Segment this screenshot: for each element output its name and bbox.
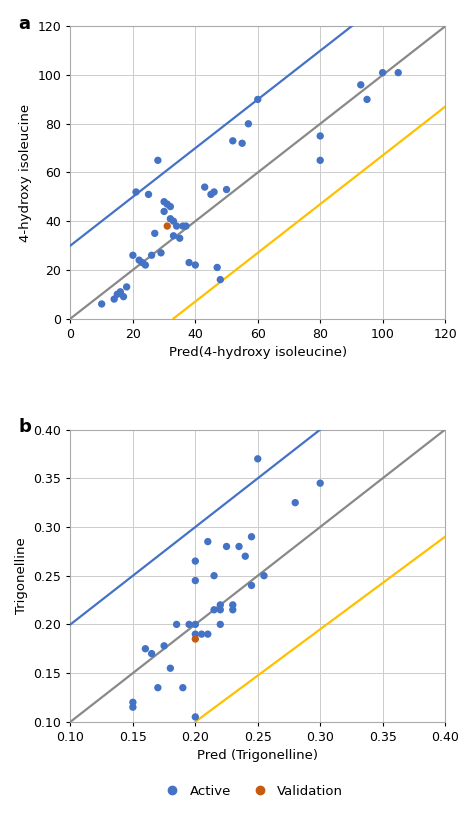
- Point: [138, 256, 146, 269]
- Point: [254, 453, 262, 466]
- Point: [164, 220, 171, 233]
- Point: [170, 215, 177, 228]
- Point: [117, 285, 124, 298]
- X-axis label: Pred (Trigonelline): Pred (Trigonelline): [197, 750, 318, 763]
- Point: [170, 230, 177, 243]
- Point: [129, 696, 137, 709]
- Y-axis label: 4-hydroxy isoleucine: 4-hydroxy isoleucine: [19, 103, 32, 242]
- Point: [210, 569, 218, 582]
- Text: a: a: [18, 15, 30, 33]
- Point: [207, 188, 215, 201]
- Point: [98, 297, 106, 310]
- Point: [120, 290, 128, 303]
- Point: [142, 259, 149, 272]
- Point: [132, 186, 140, 199]
- Point: [160, 205, 168, 218]
- Point: [317, 129, 324, 142]
- Point: [191, 711, 199, 724]
- Point: [223, 540, 230, 553]
- Point: [129, 249, 137, 262]
- Point: [210, 603, 218, 616]
- Point: [235, 540, 243, 553]
- Legend: Active, Validation: Active, Validation: [154, 780, 348, 803]
- Point: [173, 220, 181, 233]
- Point: [363, 93, 371, 106]
- Point: [110, 292, 118, 305]
- Point: [160, 639, 168, 652]
- Point: [217, 598, 224, 611]
- Point: [223, 183, 230, 196]
- Point: [191, 574, 199, 587]
- Point: [151, 227, 158, 240]
- Point: [229, 603, 237, 616]
- Point: [394, 66, 402, 79]
- Point: [154, 154, 162, 167]
- Point: [238, 137, 246, 150]
- Point: [185, 256, 193, 269]
- Point: [166, 662, 174, 675]
- Point: [210, 186, 218, 199]
- Text: b: b: [18, 418, 31, 436]
- Point: [191, 554, 199, 567]
- Point: [136, 254, 143, 267]
- Point: [198, 628, 205, 641]
- Point: [213, 261, 221, 274]
- Point: [191, 259, 199, 272]
- Point: [217, 603, 224, 616]
- Point: [182, 220, 190, 233]
- Point: [357, 78, 365, 91]
- Point: [191, 618, 199, 631]
- Y-axis label: Trigonelline: Trigonelline: [15, 537, 28, 614]
- Point: [185, 618, 193, 631]
- Point: [217, 274, 224, 287]
- Point: [164, 198, 171, 211]
- Point: [179, 681, 187, 694]
- Point: [379, 66, 386, 79]
- Point: [201, 181, 209, 194]
- Point: [113, 287, 121, 300]
- Point: [173, 618, 181, 631]
- Point: [191, 632, 199, 646]
- Point: [229, 598, 237, 611]
- Point: [129, 701, 137, 714]
- Point: [166, 212, 174, 225]
- Point: [204, 628, 211, 641]
- Point: [123, 280, 130, 293]
- Point: [229, 134, 237, 147]
- Point: [157, 247, 165, 260]
- X-axis label: Pred(4-hydroxy isoleucine): Pred(4-hydroxy isoleucine): [169, 346, 347, 359]
- Point: [154, 681, 162, 694]
- Point: [254, 93, 262, 106]
- Point: [148, 249, 155, 262]
- Point: [317, 154, 324, 167]
- Point: [248, 530, 255, 543]
- Point: [166, 200, 174, 213]
- Point: [260, 569, 268, 582]
- Point: [241, 549, 249, 562]
- Point: [248, 579, 255, 592]
- Point: [217, 618, 224, 631]
- Point: [160, 195, 168, 208]
- Point: [245, 117, 252, 130]
- Point: [176, 232, 183, 245]
- Point: [145, 188, 152, 201]
- Point: [191, 628, 199, 641]
- Point: [179, 220, 187, 233]
- Point: [204, 535, 211, 548]
- Point: [317, 477, 324, 490]
- Point: [142, 642, 149, 655]
- Point: [148, 647, 155, 660]
- Point: [292, 497, 299, 510]
